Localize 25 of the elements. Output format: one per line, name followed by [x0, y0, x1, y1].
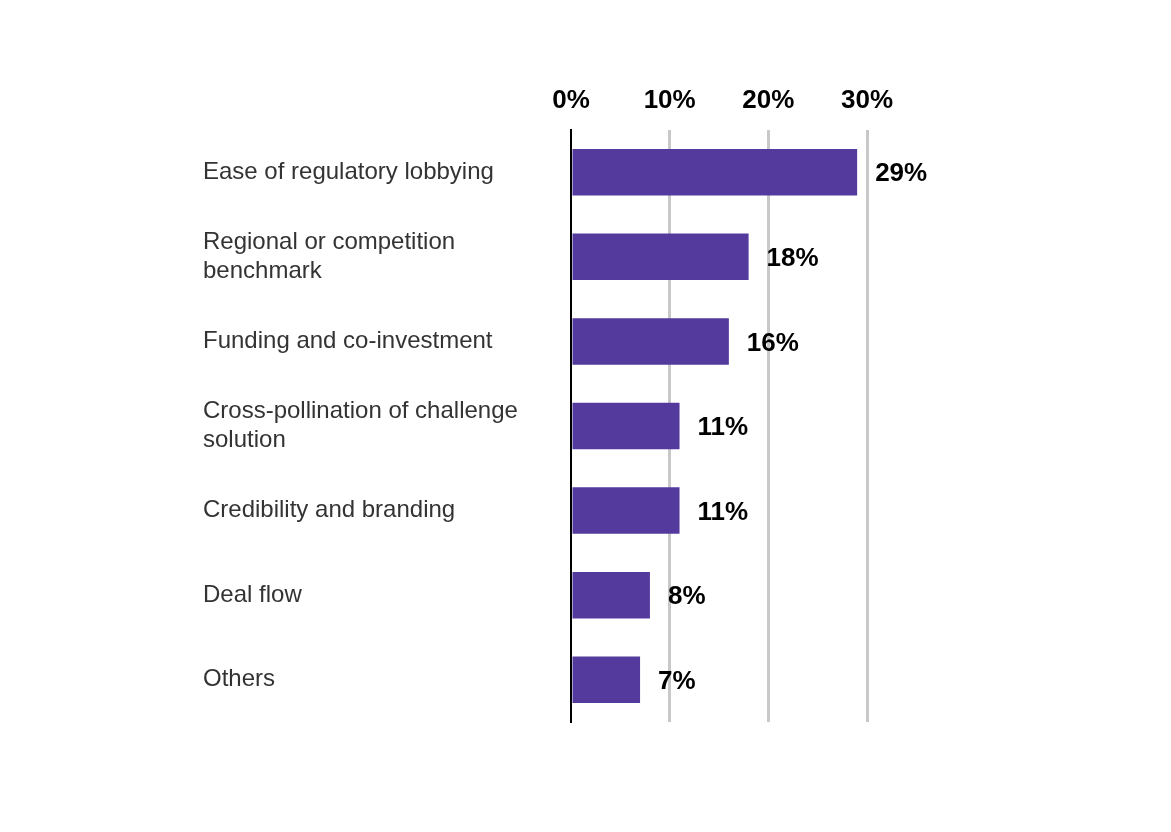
- data-label: 18%: [766, 242, 819, 273]
- bar: [572, 318, 729, 365]
- y-tick-label: Regional or competition benchmark: [203, 227, 456, 283]
- y-tick-label: Cross-pollination of challenge solution: [203, 396, 518, 453]
- y-tick-label: Funding and co-investment: [203, 326, 493, 354]
- data-label: 7%: [658, 664, 696, 695]
- bar: [572, 656, 641, 703]
- y-tick-label: Deal flow: [203, 579, 303, 607]
- bar: [572, 149, 858, 196]
- data-label: 11%: [697, 495, 749, 526]
- bar: [572, 571, 650, 619]
- data-label: 8%: [667, 580, 706, 611]
- bar: [572, 487, 680, 534]
- data-label: 29%: [875, 157, 928, 188]
- y-tick-label: Credibility and branding: [203, 495, 456, 523]
- x-tick-label: 20%: [742, 83, 795, 114]
- bar: [572, 233, 749, 281]
- x-tick-label: 30%: [840, 83, 894, 114]
- x-tick-label: 10%: [643, 83, 696, 114]
- y-tick-label: Others: [203, 664, 276, 692]
- y-tick-label: Ease of regulatory lobbying: [203, 156, 494, 184]
- data-label: 16%: [746, 326, 799, 357]
- bar: [572, 402, 680, 450]
- x-tick-label: 0%: [552, 83, 590, 114]
- data-label: 11%: [697, 411, 749, 442]
